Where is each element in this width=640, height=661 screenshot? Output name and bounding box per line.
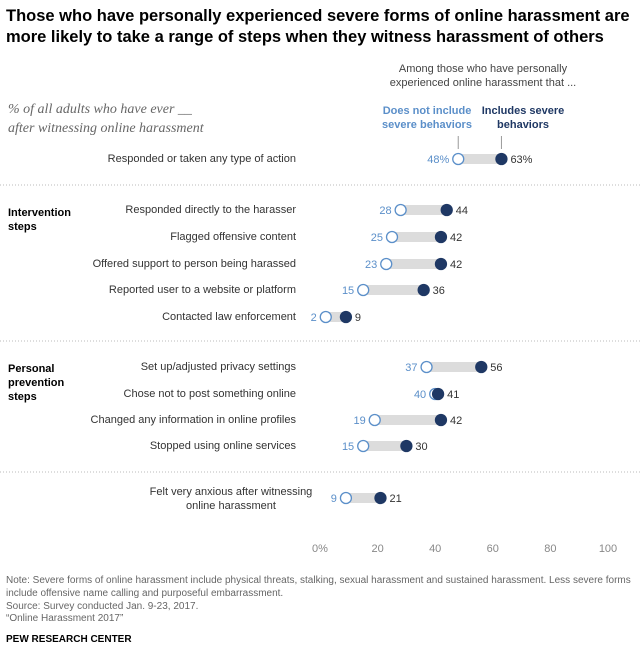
footer: PEW RESEARCH CENTER (6, 634, 132, 645)
x-tick-label: 0% (312, 543, 328, 555)
category-label: Felt very anxious after witnessing onlin… (149, 486, 313, 512)
subtitle: % of all adults who have ever __ after w… (8, 102, 204, 136)
category-label: Stopped using online services (149, 440, 296, 452)
value-label: 42 (450, 415, 462, 427)
dot-open (380, 257, 393, 271)
value-label: 23 (365, 259, 377, 271)
dot-open (357, 439, 370, 453)
dot-open (420, 360, 433, 374)
value-label: 21 (389, 493, 401, 505)
value-label: 40 (414, 389, 426, 401)
value-label: 25 (371, 232, 383, 244)
category-label: Chose not to post something online (123, 388, 296, 400)
x-tick-label: 60 (487, 543, 499, 555)
value-label: 30 (415, 441, 427, 453)
title: Those who have personally experienced se… (6, 7, 630, 46)
value-label: 19 (353, 415, 365, 427)
value-label: 28 (379, 205, 391, 217)
dot-open (452, 152, 465, 166)
dot-filled (434, 257, 448, 271)
category-label: Set up/adjusted privacy settings (140, 361, 296, 373)
value-label: 48% (427, 154, 449, 166)
dot-open (339, 491, 353, 505)
category-label: Offered support to person being harassed (92, 258, 296, 270)
legend-label: Does not include severe behaviors (382, 105, 472, 131)
dot-filled (400, 439, 413, 453)
value-label: 9 (331, 493, 337, 505)
value-label: 15 (342, 441, 354, 453)
value-label: 42 (450, 232, 462, 244)
dot-open (319, 310, 332, 324)
dot-open (357, 283, 370, 297)
dot-filled (431, 387, 445, 401)
value-label: 56 (490, 362, 502, 374)
dot-open (385, 230, 399, 244)
value-label: 9 (355, 312, 361, 324)
dot-filled (440, 203, 453, 217)
dot-filled (339, 310, 353, 324)
value-label: 2 (311, 312, 317, 324)
note: Note: Severe forms of online harassment … (6, 575, 631, 599)
report: “Online Harassment 2017” (6, 613, 124, 624)
value-label: 63% (510, 154, 532, 166)
dot-filled (434, 230, 448, 244)
dot-filled (475, 360, 488, 374)
legend-header: Among those who have personally experien… (389, 63, 577, 89)
category-label: Reported user to a website or platform (108, 284, 296, 296)
category-label: Responded directly to the harasser (125, 204, 296, 216)
value-label: 44 (456, 205, 468, 217)
dot-filled (434, 413, 448, 427)
x-tick-label: 80 (544, 543, 556, 555)
x-tick-label: 20 (371, 543, 383, 555)
x-tick-label: 100 (599, 543, 617, 555)
value-label: 15 (342, 285, 354, 297)
group-label: Intervention steps (8, 207, 71, 233)
value-label: 36 (433, 285, 445, 297)
dot-filled (495, 152, 508, 166)
value-label: 37 (405, 362, 417, 374)
category-label: Contacted law enforcement (162, 311, 296, 323)
category-label: Changed any information in online profil… (90, 414, 296, 426)
category-label: Flagged offensive content (170, 231, 296, 243)
legend-label: Includes severe behaviors (481, 105, 565, 131)
category-label: Responded or taken any type of action (107, 153, 296, 165)
group-label: Personal prevention steps (8, 363, 65, 403)
dot-open (368, 413, 381, 427)
dot-open (394, 203, 407, 217)
x-tick-label: 40 (429, 543, 441, 555)
source: Source: Survey conducted Jan. 9-23, 2017… (6, 601, 199, 612)
value-label: 42 (450, 259, 462, 271)
value-label: 41 (447, 389, 459, 401)
dot-filled (417, 283, 430, 297)
dot-filled (374, 491, 387, 505)
